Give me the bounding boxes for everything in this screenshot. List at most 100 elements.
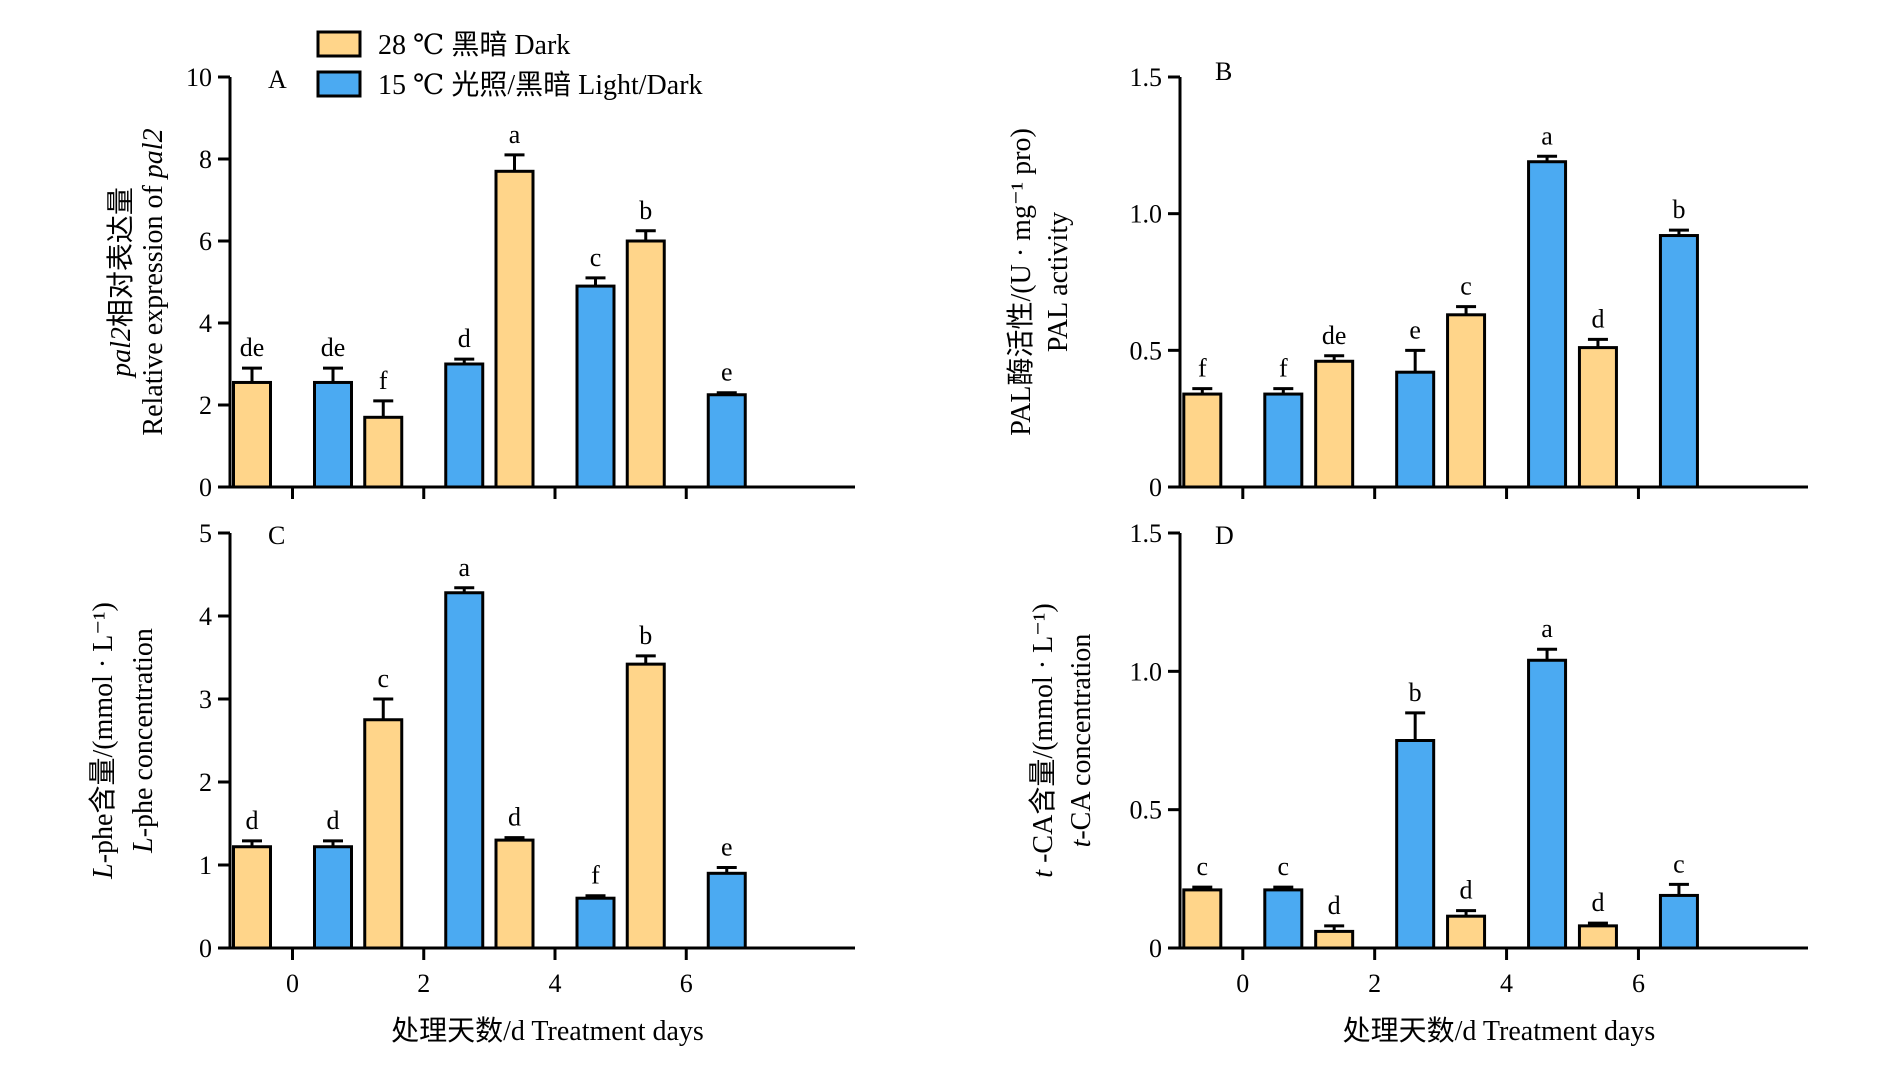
y-label-text: -phe concentration: [128, 628, 159, 837]
significance-letter: a: [1541, 614, 1553, 643]
bar: [444, 591, 485, 950]
bar: [1182, 392, 1223, 489]
significance-letter: a: [1541, 121, 1553, 150]
legend: 28 ℃ 黑暗 Dark 15 ℃ 光照/黑暗 Light/Dark: [316, 29, 703, 101]
significance-letter: f: [1198, 354, 1207, 383]
panel-label: A: [268, 65, 287, 94]
legend-label: 15 ℃ 光照/黑暗 Light/Dark: [378, 69, 703, 101]
legend-label: 28 ℃ 黑暗 Dark: [378, 29, 570, 61]
significance-letter: c: [1673, 849, 1685, 878]
y-axis-label-line2: Relative expression of pal2: [138, 128, 169, 435]
significance-letter: b: [1672, 195, 1685, 224]
significance-letter: d: [327, 806, 340, 835]
y-tick-label: 2: [199, 391, 212, 420]
y-label-italic: t: [1066, 838, 1097, 847]
significance-letter: de: [240, 333, 265, 362]
x-tick-label: 2: [1368, 969, 1381, 998]
significance-letter: e: [721, 358, 733, 387]
significance-letter: c: [1460, 272, 1472, 301]
significance-letter: a: [509, 120, 521, 149]
y-axis-label-line1: t -CA含量/(mmol · L⁻¹): [1027, 603, 1059, 877]
y-axis-label-line2: t-CA concentration: [1066, 634, 1097, 848]
y-tick-label: 1.5: [1130, 63, 1163, 92]
significance-letter: d: [508, 803, 521, 832]
y-tick-label: 0.5: [1130, 796, 1163, 825]
y-tick-label: 0.5: [1130, 336, 1163, 365]
bar: [1395, 370, 1436, 489]
bar: [1527, 658, 1568, 950]
y-label-text: -CA concentration: [1066, 634, 1097, 840]
y-label-italic: L: [88, 863, 119, 880]
y-tick-label: 0: [1149, 473, 1162, 502]
significance-letter: b: [1409, 678, 1422, 707]
significance-letter: de: [1322, 321, 1347, 350]
y-tick-label: 0: [199, 473, 212, 502]
bar: [1658, 893, 1699, 950]
y-tick-label: 1.0: [1130, 200, 1163, 229]
y-label-text: 相对表达量: [105, 187, 137, 327]
y-axis-label-line1: L-phe含量/(mmol · L⁻¹): [87, 602, 119, 880]
bar: [232, 380, 272, 489]
x-tick-label: 2: [417, 969, 430, 998]
bar: [1395, 739, 1436, 950]
y-axis-label-line1: pal2相对表达量: [105, 187, 137, 379]
y-axis-label-line2: PAL activity: [1043, 212, 1074, 352]
y-tick-label: 6: [199, 227, 212, 256]
panel-label: C: [268, 521, 285, 550]
bar: [313, 380, 353, 489]
y-tick-label: 8: [199, 145, 212, 174]
panel-label: D: [1215, 521, 1234, 550]
y-tick-label: 4: [199, 602, 212, 631]
y-label-text: PAL酶活性/(U · mg⁻¹ pro): [1005, 128, 1037, 436]
bar: [1577, 346, 1618, 489]
y-label-text: PAL activity: [1043, 212, 1074, 352]
significance-letter: c: [590, 243, 602, 272]
x-axis-label: 处理天数/d Treatment days: [1343, 1015, 1656, 1047]
significance-letter: d: [1591, 304, 1604, 333]
bar: [1446, 313, 1487, 489]
y-label-italic: pal2: [138, 128, 169, 180]
x-tick-label: 4: [1500, 969, 1513, 998]
significance-letter: c: [1278, 852, 1290, 881]
y-tick-label: 0: [199, 934, 212, 963]
bar: [706, 871, 747, 950]
panel-a: 0 2 4 6 8 10 Ade de f d a c b e pal2相对表达量 Relative expr…: [105, 63, 855, 502]
significance-letter: c: [377, 664, 389, 693]
bar: [1577, 924, 1618, 950]
significance-letter: b: [639, 196, 652, 225]
legend-swatch: [316, 30, 362, 58]
y-tick-label: 0: [1149, 934, 1162, 963]
significance-letter: de: [321, 333, 346, 362]
significance-letter: d: [1460, 876, 1473, 905]
bar: [1446, 914, 1487, 950]
bar: [575, 896, 616, 950]
bar: [1314, 359, 1355, 489]
legend-swatch: [316, 70, 362, 98]
significance-letter: d: [1591, 888, 1604, 917]
bar: [575, 284, 616, 489]
y-label-text: Relative expression of: [138, 178, 169, 435]
y-axis-label-line2: L-phe concentration: [128, 628, 159, 854]
bar: [625, 662, 666, 950]
significance-letter: d: [246, 806, 259, 835]
y-label-italic: t: [1028, 869, 1059, 878]
significance-letter: b: [639, 621, 652, 650]
x-tick-label: 6: [680, 969, 693, 998]
y-tick-label: 4: [199, 309, 212, 338]
bar: [313, 845, 353, 950]
bar: [1263, 392, 1304, 489]
x-tick-label: 6: [1632, 969, 1645, 998]
x-tick-label: 4: [549, 969, 562, 998]
significance-letter: e: [1409, 315, 1421, 344]
y-tick-label: 3: [199, 685, 212, 714]
bar: [1263, 888, 1304, 950]
bar: [1658, 234, 1699, 489]
y-label-text: -phe含量/(mmol · L⁻¹): [87, 602, 119, 863]
panel-label: B: [1215, 57, 1232, 86]
bar: [1314, 929, 1355, 950]
y-tick-label: 1.0: [1130, 657, 1163, 686]
bar: [444, 362, 485, 489]
significance-letter: e: [721, 832, 733, 861]
panel-b: 0 0.5 1.0 1.5 Bf f de e c a d b PAL酶活性/(U · mg⁻¹ pro…: [1005, 57, 1808, 502]
